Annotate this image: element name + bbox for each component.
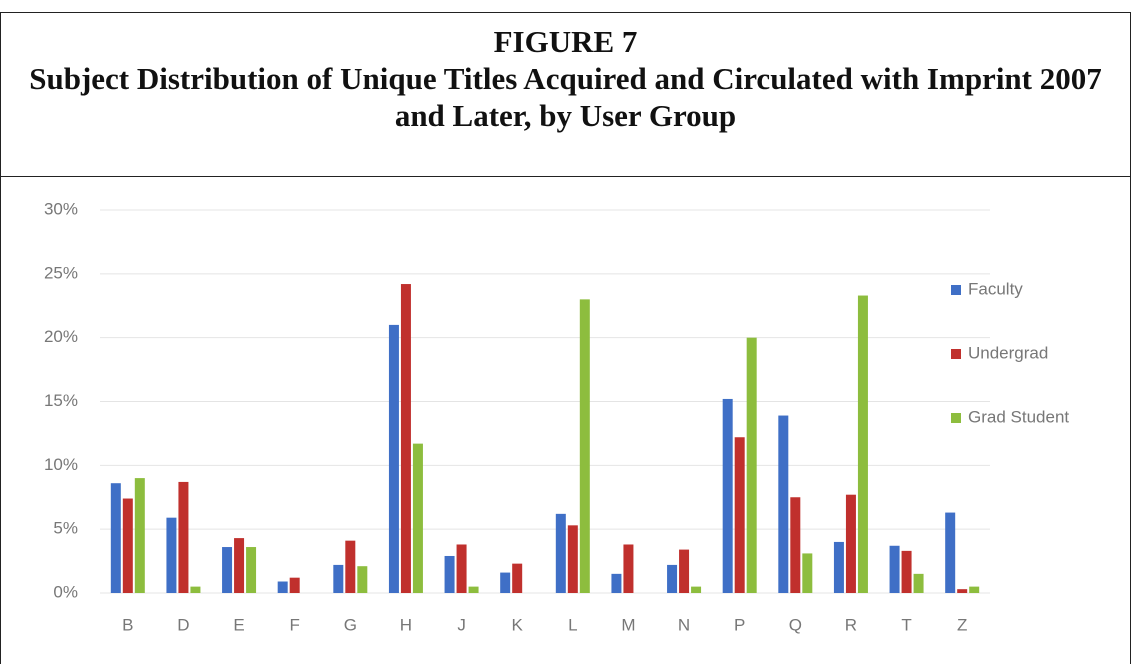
header: FIGURE 7 Subject Distribution of Unique … (0, 12, 1131, 177)
bar (889, 545, 900, 593)
y-tick-label: 5% (53, 519, 78, 538)
bar (734, 437, 745, 593)
bar (679, 549, 690, 593)
y-tick-label: 15% (44, 391, 78, 410)
bar (957, 589, 968, 593)
y-tick-label: 25% (44, 263, 78, 282)
legend-swatch (951, 349, 961, 359)
bar (969, 586, 980, 593)
bar (845, 494, 856, 593)
x-tick-label: F (289, 615, 299, 634)
x-tick-label: K (512, 615, 524, 634)
bar (833, 541, 844, 593)
bar (567, 525, 578, 593)
bar (277, 581, 288, 593)
bar (166, 517, 177, 593)
bar (746, 337, 757, 593)
bar (691, 586, 702, 593)
legend-label: Grad Student (968, 407, 1069, 426)
x-tick-label: J (457, 615, 466, 634)
bar (110, 483, 121, 593)
x-tick-label: R (845, 615, 857, 634)
figure-label: FIGURE 7 (493, 24, 638, 59)
x-tick-label: G (344, 615, 357, 634)
y-tick-label: 0% (53, 582, 78, 601)
bar (500, 572, 511, 593)
bar (246, 547, 257, 593)
bar (790, 497, 801, 593)
bar (778, 415, 789, 593)
bar (122, 498, 133, 593)
bar (555, 513, 566, 593)
x-tick-label: Z (957, 615, 967, 634)
bar (456, 544, 467, 593)
x-tick-label: N (678, 615, 690, 634)
bar (857, 295, 868, 593)
bar (357, 566, 368, 593)
bar (190, 586, 201, 593)
x-tick-label: M (621, 615, 635, 634)
bar (400, 284, 411, 593)
legend-swatch (951, 285, 961, 295)
x-tick-label: H (400, 615, 412, 634)
bar (468, 586, 479, 593)
bar (512, 563, 523, 593)
bar (667, 564, 678, 593)
x-tick-label: D (177, 615, 189, 634)
bar (178, 481, 189, 593)
bar (444, 555, 455, 593)
bar (234, 538, 245, 593)
bar (901, 550, 912, 593)
bar (945, 512, 956, 593)
bar (623, 544, 634, 593)
legend-label: Faculty (968, 279, 1023, 298)
x-tick-label: L (568, 615, 577, 634)
bar (913, 573, 924, 593)
bar (289, 577, 300, 593)
chart-title: Subject Distribution of Unique Titles Ac… (29, 61, 1102, 133)
bar (222, 547, 233, 593)
bar (333, 564, 344, 593)
x-tick-label: P (734, 615, 745, 634)
x-tick-label: Q (789, 615, 802, 634)
bar (412, 443, 423, 593)
bar (722, 398, 733, 593)
bar (611, 573, 622, 593)
x-tick-label: E (233, 615, 244, 634)
y-tick-label: 20% (44, 327, 78, 346)
y-tick-label: 30% (44, 199, 78, 218)
legend-label: Undergrad (968, 343, 1048, 362)
x-tick-label: B (122, 615, 133, 634)
bar (388, 324, 399, 593)
x-tick-label: T (901, 615, 911, 634)
bar (134, 478, 145, 593)
y-tick-label: 10% (44, 455, 78, 474)
bar (579, 299, 590, 593)
bar (345, 540, 356, 593)
legend-swatch (951, 413, 961, 423)
bar (802, 553, 813, 593)
